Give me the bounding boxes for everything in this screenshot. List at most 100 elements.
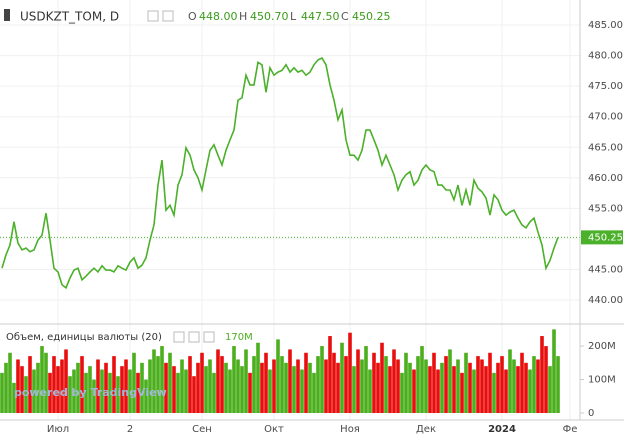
volume-bar: [372, 352, 376, 413]
volume-bar: [36, 362, 40, 413]
ohlc-key: O: [188, 10, 197, 23]
volume-bar: [316, 356, 320, 413]
volume-bar: [120, 366, 124, 413]
y-tick-label: 460.00: [588, 173, 623, 184]
menu-icon[interactable]: [4, 9, 10, 21]
volume-bar: [364, 346, 368, 413]
x-tick-label: Фе: [563, 424, 578, 435]
volume-bar: [172, 366, 176, 413]
volume-bar: [468, 362, 472, 413]
volume-bar: [124, 359, 128, 413]
volume-bar: [524, 362, 528, 413]
x-tick-label: 2024: [488, 424, 516, 435]
volume-bar: [292, 366, 296, 413]
volume-bar: [164, 362, 168, 413]
hide-icon[interactable]: [162, 10, 174, 22]
volume-bar: [68, 376, 72, 413]
close-icon[interactable]: [203, 331, 215, 343]
volume-bar: [204, 366, 208, 413]
volume-bar: [92, 379, 96, 413]
volume-bar: [112, 356, 116, 413]
volume-bar: [244, 349, 248, 413]
volume-bar: [368, 369, 372, 413]
volume-bar: [348, 332, 352, 413]
volume-bar: [384, 356, 388, 413]
volume-bar: [380, 342, 384, 413]
volume-last: 170M: [225, 332, 253, 343]
settings-icon[interactable]: [147, 10, 159, 22]
settings-icon[interactable]: [173, 331, 185, 343]
volume-bar: [324, 359, 328, 413]
volume-bar: [88, 366, 92, 413]
volume-bar: [520, 352, 524, 413]
volume-bar: [500, 356, 504, 413]
volume-bar: [32, 369, 36, 413]
volume-bar: [156, 356, 160, 413]
volume-bar: [192, 376, 196, 413]
volume-bar: [472, 369, 476, 413]
volume-bar: [196, 362, 200, 413]
volume-bar: [404, 352, 408, 413]
volume-bar: [528, 369, 532, 413]
volume-bar: [412, 369, 416, 413]
volume-bar: [552, 329, 556, 413]
volume-bar: [356, 349, 360, 413]
volume-bar: [24, 376, 28, 413]
volume-bar: [128, 369, 132, 413]
volume-bar: [96, 359, 100, 413]
volume-bar: [360, 359, 364, 413]
ohlc-key: C: [341, 10, 349, 23]
volume-bar: [180, 359, 184, 413]
volume-bar: [516, 366, 520, 413]
volume-bar: [108, 372, 112, 413]
y-tick-label: 440.00: [588, 295, 623, 306]
volume-bar: [220, 356, 224, 413]
volume-bar: [200, 352, 204, 413]
volume-bar: [312, 372, 316, 413]
volume-bar: [544, 346, 548, 413]
ohlc-value: 447.50: [301, 10, 340, 23]
volume-bar: [464, 352, 468, 413]
volume-bar: [140, 362, 144, 413]
volume-bar: [532, 356, 536, 413]
volume-bar: [444, 356, 448, 413]
ohlc-value: 450.70: [250, 10, 289, 23]
volume-bar: [408, 362, 412, 413]
volume-bar: [432, 352, 436, 413]
volume-bar: [176, 372, 180, 413]
volume-bar: [476, 356, 480, 413]
volume-bar: [116, 376, 120, 413]
volume-bar: [484, 366, 488, 413]
volume-title: Объем, единицы валюты (20): [6, 332, 162, 343]
volume-bar: [160, 346, 164, 413]
volume-bar: [252, 356, 256, 413]
volume-bar: [136, 372, 140, 413]
hide-icon[interactable]: [188, 331, 200, 343]
volume-bar: [320, 346, 324, 413]
volume-bar: [76, 362, 80, 413]
chart-title: USDKZT_TOM, D: [20, 10, 119, 24]
volume-bar: [508, 349, 512, 413]
volume-bar: [40, 346, 44, 413]
volume-bar: [504, 369, 508, 413]
volume-bar: [556, 356, 560, 413]
volume-bar: [248, 372, 252, 413]
volume-bar: [260, 362, 264, 413]
x-tick-label: Дек: [416, 424, 436, 435]
volume-bar: [148, 359, 152, 413]
volume-bar: [420, 346, 424, 413]
volume-bar: [492, 372, 496, 413]
ohlc-value: 448.00: [199, 10, 238, 23]
volume-bar: [84, 372, 88, 413]
volume-bar: [388, 366, 392, 413]
volume-bar: [0, 372, 4, 413]
volume-bar: [104, 362, 108, 413]
volume-bar: [264, 352, 268, 413]
volume-bar: [236, 359, 240, 413]
y-tick-label: 445.00: [588, 264, 623, 275]
volume-bar: [44, 352, 48, 413]
volume-bar: [72, 369, 76, 413]
volume-bar: [280, 356, 284, 413]
